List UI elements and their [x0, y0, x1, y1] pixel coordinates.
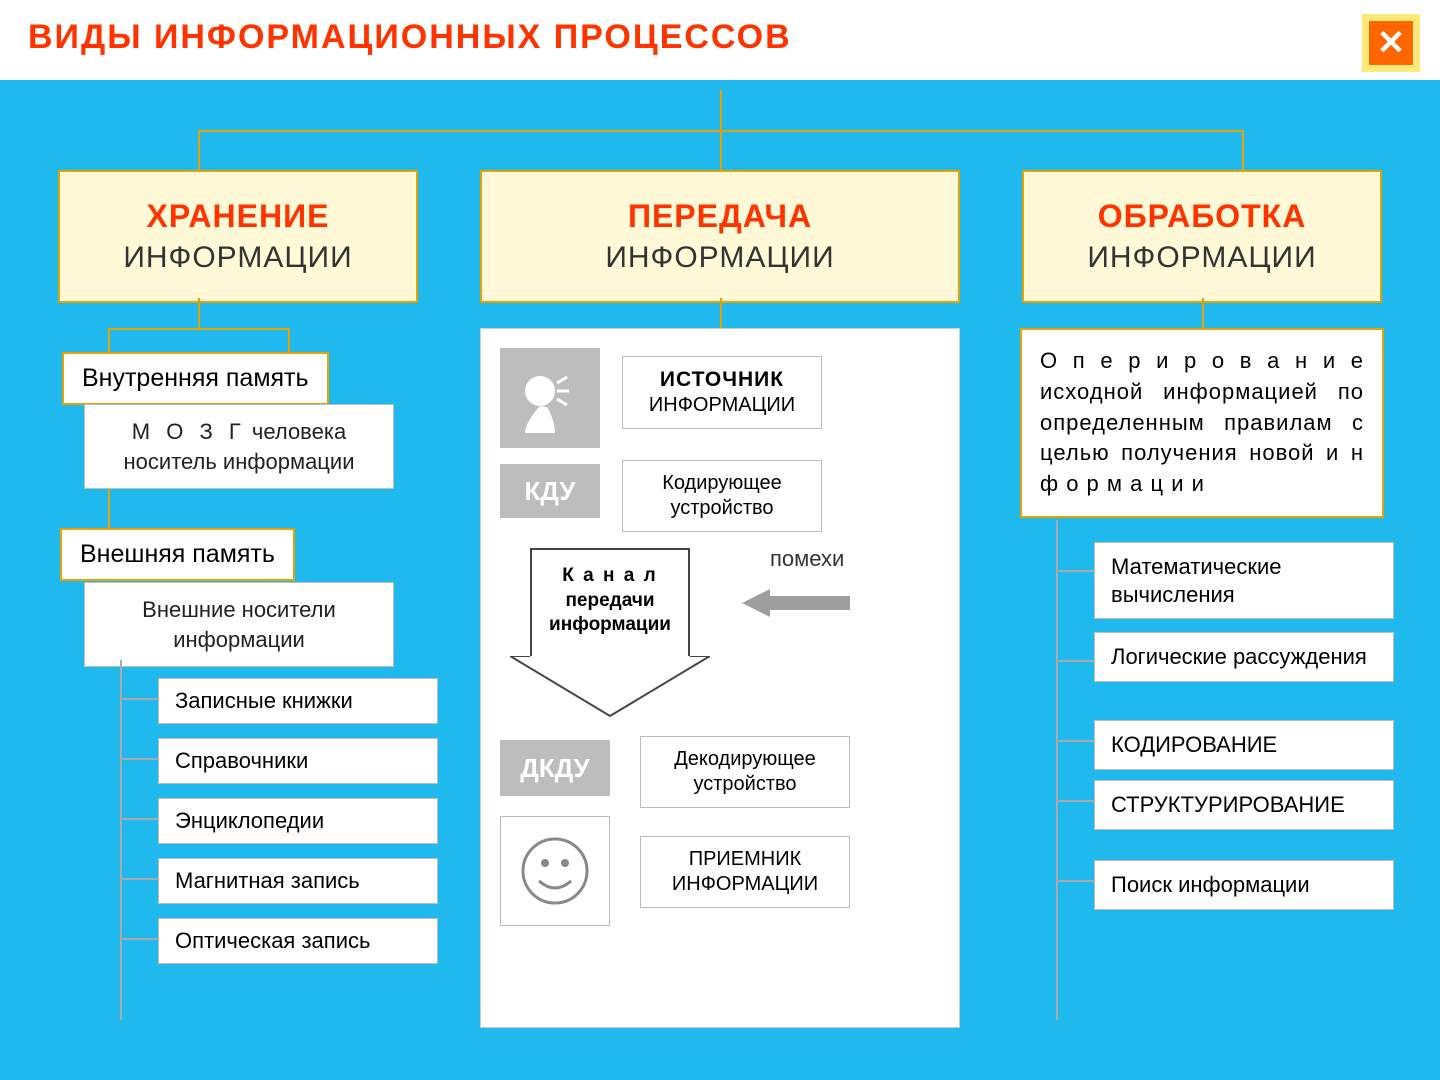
label-noise: помехи — [770, 546, 844, 572]
list-item: КОДИРОВАНИЕ — [1094, 720, 1394, 770]
block-kdu: КДУ — [500, 464, 600, 518]
text: Внешние носители — [142, 597, 336, 622]
connector — [108, 328, 288, 330]
connector — [1056, 660, 1094, 662]
branch-subtitle: ИНФОРМАЦИИ — [1034, 238, 1370, 277]
connector — [1202, 298, 1204, 328]
connector — [120, 758, 158, 760]
list-item: Справочники — [158, 738, 438, 784]
smiley-icon — [500, 816, 610, 926]
connector — [108, 328, 110, 352]
connector — [1056, 520, 1058, 1020]
connector — [720, 90, 722, 130]
text: ИНФОРМАЦИИ — [647, 872, 843, 897]
connector — [120, 878, 158, 880]
list-item: Поиск информации — [1094, 860, 1394, 910]
text: информации — [538, 613, 682, 638]
block-brain: М О З Г человека носитель информации — [84, 404, 394, 489]
list-item: Энциклопедии — [158, 798, 438, 844]
block-source: ИСТОЧНИК ИНФОРМАЦИИ — [622, 356, 822, 429]
speaker-icon — [500, 348, 600, 448]
connector — [1056, 800, 1094, 802]
connector — [198, 130, 200, 170]
connector — [120, 938, 158, 940]
text: ПРИЕМНИК — [647, 847, 843, 872]
branch-title: ХРАНЕНИЕ — [70, 196, 406, 238]
connector — [1242, 130, 1244, 170]
connector — [1056, 880, 1094, 882]
connector — [1056, 740, 1094, 742]
text: М О З Г — [132, 419, 246, 444]
text: К а н а л — [538, 564, 682, 589]
tag-external-memory: Внешняя память — [60, 528, 295, 581]
list-item: Магнитная запись — [158, 858, 438, 904]
block-external-media: Внешние носители информации — [84, 582, 394, 667]
block-decoder: Декодирующее устройство — [640, 736, 850, 808]
connector — [1056, 570, 1094, 572]
close-icon: ✕ — [1369, 21, 1413, 65]
arrow-noise — [770, 596, 850, 610]
connector — [120, 698, 158, 700]
branch-subtitle: ИНФОРМАЦИИ — [70, 238, 406, 277]
branch-title: ОБРАБОТКА — [1034, 196, 1370, 238]
arrow-noise-head — [742, 589, 770, 617]
diagram-canvas: ХРАНЕНИЕ ИНФОРМАЦИИ ПЕРЕДАЧА ИНФОРМАЦИИ … — [0, 80, 1440, 1080]
block-encoder: Кодирующее устройство — [622, 460, 822, 532]
connector — [720, 298, 722, 328]
connector — [288, 328, 290, 352]
text: человека — [246, 419, 346, 444]
list-item: СТРУКТУРИРОВАНИЕ — [1094, 780, 1394, 830]
block-dkdu: ДКДУ — [500, 740, 610, 796]
text: ИСТОЧНИК — [629, 367, 815, 393]
connector — [120, 660, 122, 1020]
list-item: Оптическая запись — [158, 918, 438, 964]
branch-title: ПЕРЕДАЧА — [492, 196, 948, 238]
close-button[interactable]: ✕ — [1362, 14, 1420, 72]
tag-internal-memory: Внутренняя память — [62, 352, 329, 405]
text: передачи — [538, 589, 682, 614]
block-channel: К а н а л передачи информации — [510, 548, 710, 716]
connector — [198, 298, 200, 328]
list-item: Логические рассуждения — [1094, 632, 1394, 682]
page-title: ВИДЫ ИНФОРМАЦИОННЫХ ПРОЦЕССОВ — [28, 18, 792, 57]
block-processing-description: О п е р и р о в а н и е исходной информа… — [1020, 328, 1384, 518]
text: информации — [173, 627, 305, 652]
branch-storage: ХРАНЕНИЕ ИНФОРМАЦИИ — [58, 170, 418, 303]
text: ИНФОРМАЦИИ — [629, 393, 815, 418]
connector — [720, 130, 722, 170]
branch-transmission: ПЕРЕДАЧА ИНФОРМАЦИИ — [480, 170, 960, 303]
list-item: Математические вычисления — [1094, 542, 1394, 619]
list-item: Записные книжки — [158, 678, 438, 724]
text: носитель информации — [124, 449, 355, 474]
branch-subtitle: ИНФОРМАЦИИ — [492, 238, 948, 277]
branch-processing: ОБРАБОТКА ИНФОРМАЦИИ — [1022, 170, 1382, 303]
block-receiver: ПРИЕМНИК ИНФОРМАЦИИ — [640, 836, 850, 908]
connector — [120, 818, 158, 820]
